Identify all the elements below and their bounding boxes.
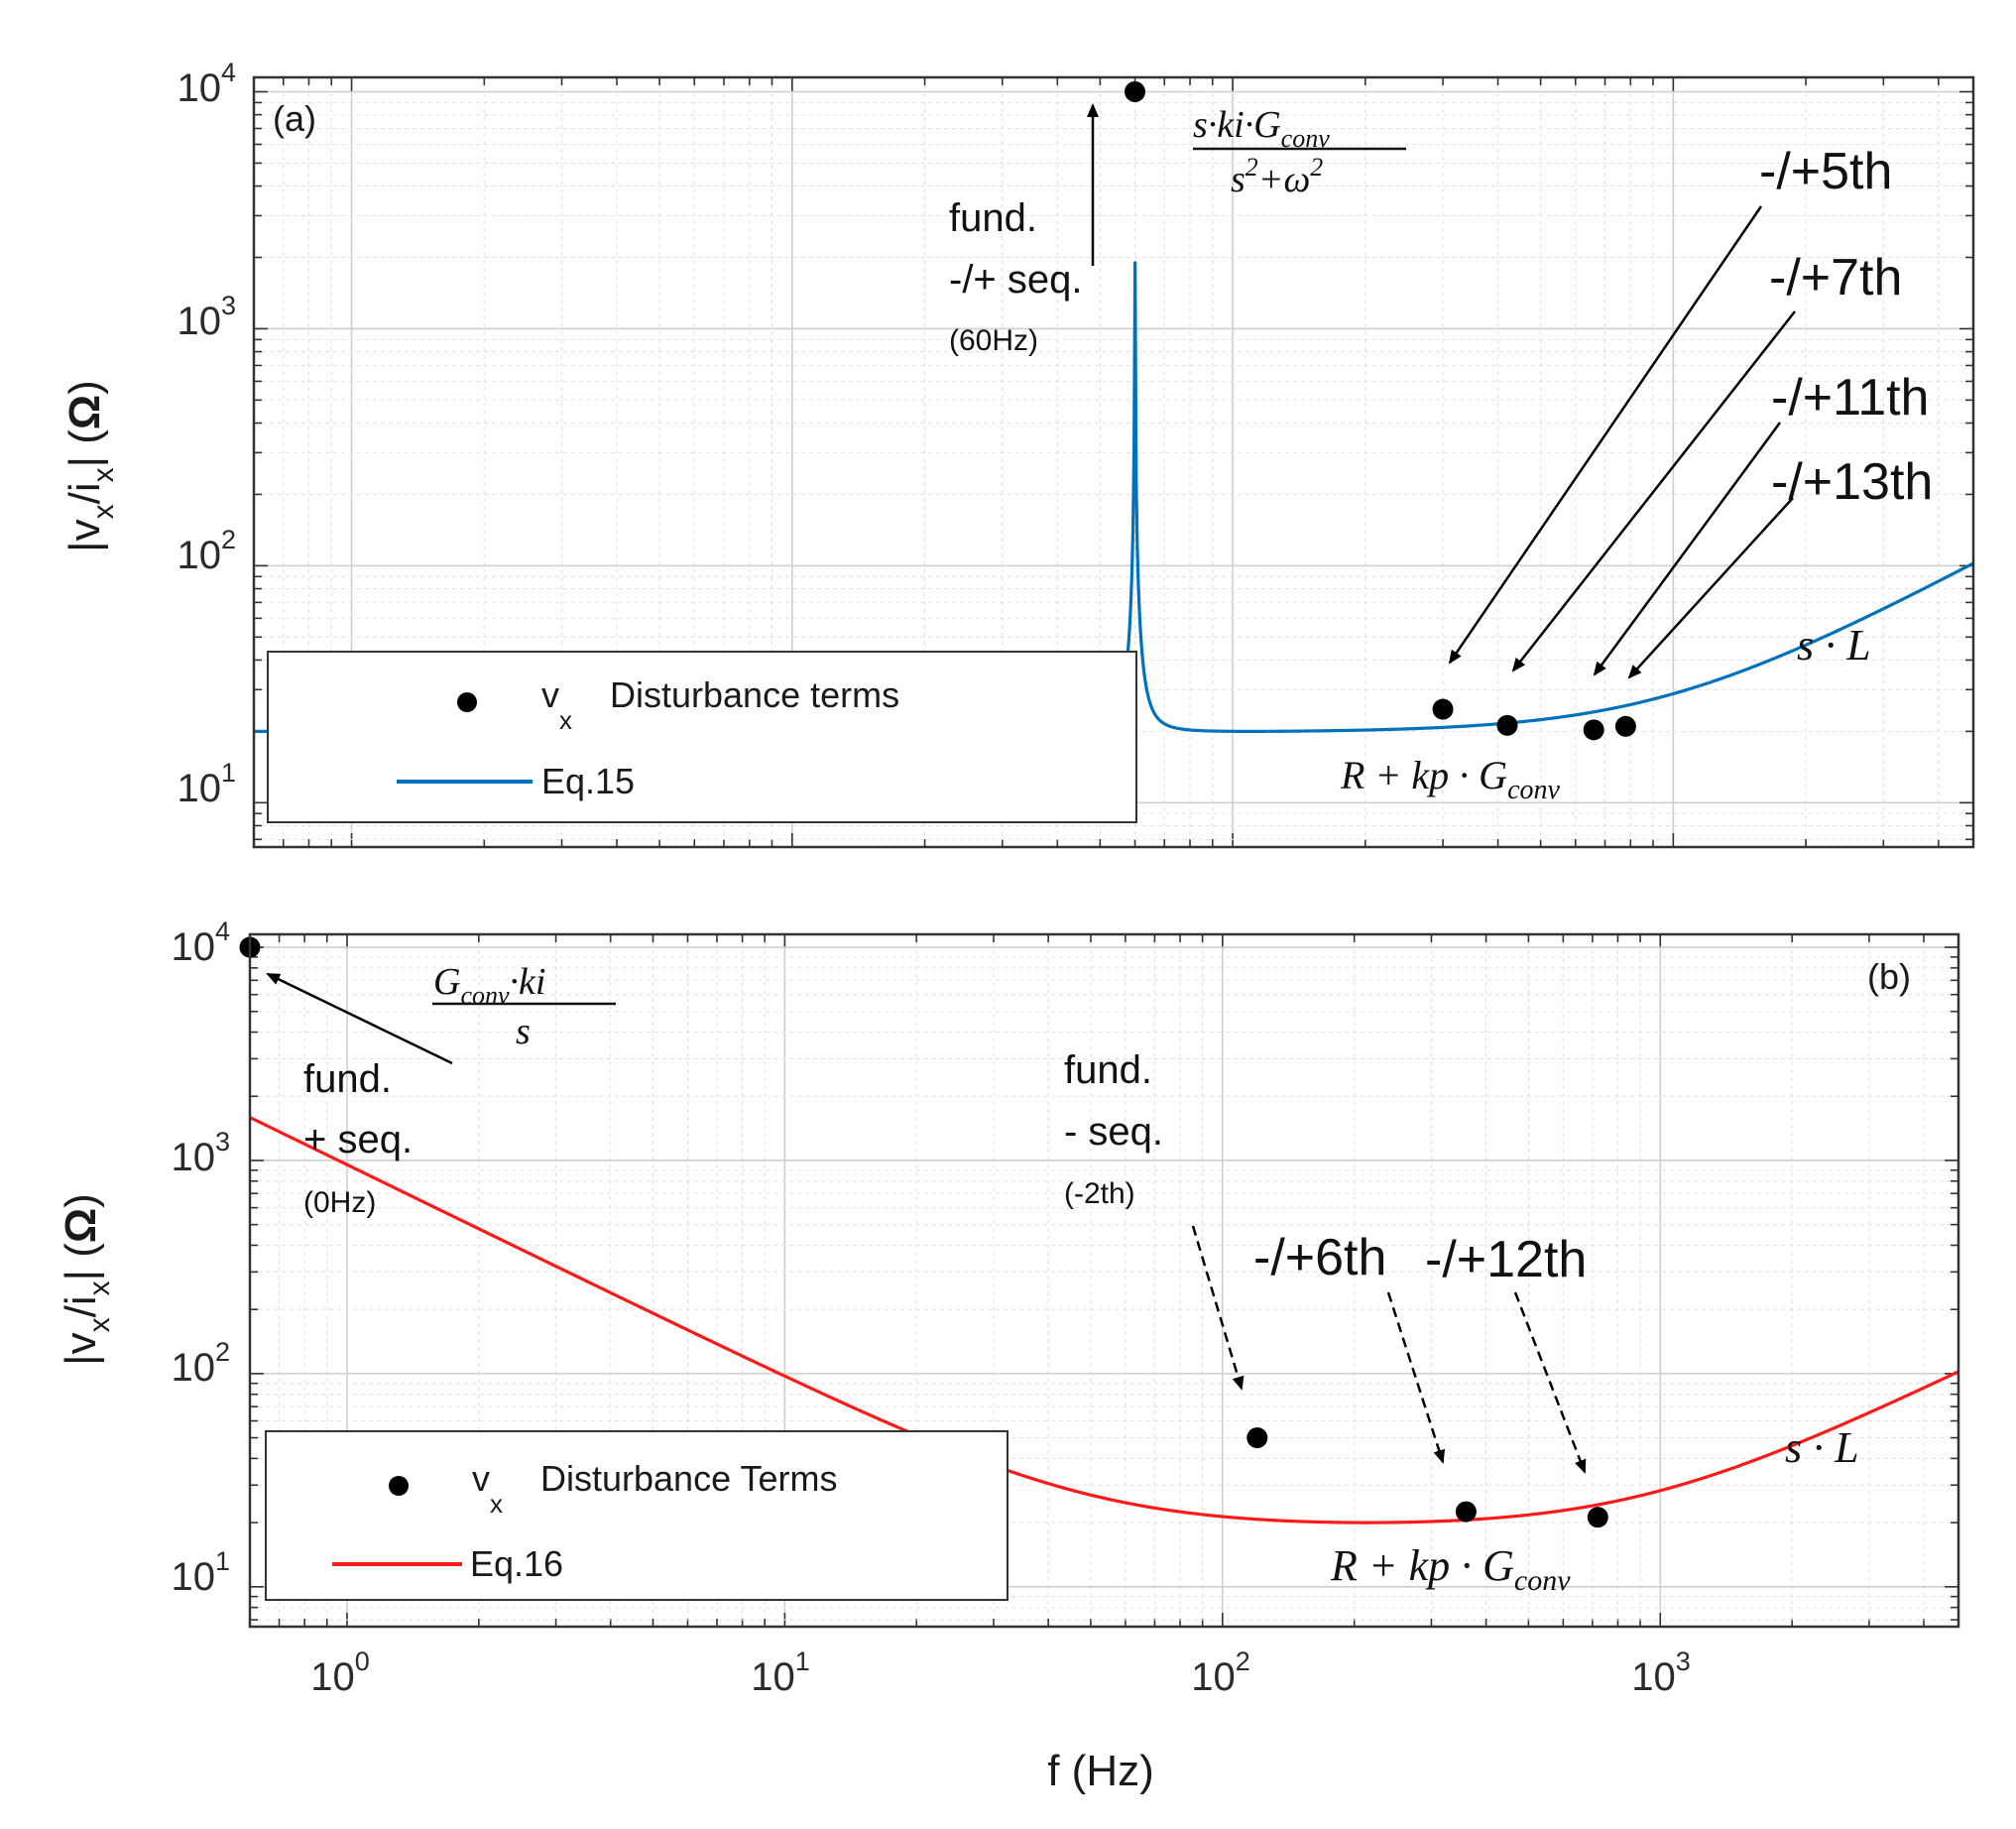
harmonic-6th-label: -/+6th [1253,1229,1386,1286]
harmonic-13th-label: -/+13th [1771,453,1933,511]
legend-marker-b [389,1476,409,1496]
disturbance-point-b-1 [1246,1427,1268,1449]
x-tick-labels-b: 100 101 102 103 [310,1646,1691,1699]
legend-line-label-a: Eq.15 [541,761,635,801]
y-tick-labels-a: 104 103 102 101 [177,58,236,810]
fund-arrow-b [266,972,453,1065]
fund2-label-1: fund. [1064,1048,1152,1092]
fund-label-b-3: (0Hz) [303,1186,376,1219]
harmonic-11th-label: -/+11th [1771,369,1929,427]
disturbance-point-a-2 [1496,714,1518,736]
harmonic-12th-arrow [1513,1291,1587,1474]
grid-b [249,934,1958,1627]
legend-line-label-b: Eq.16 [470,1543,563,1584]
harmonic-5th-arrow [1448,205,1763,665]
panel-label-b: (b) [1867,956,1911,997]
x-tick-b-3: 103 [1631,1646,1691,1699]
panel-label-a: (a) [273,98,316,139]
fund-label-b-2: + seq. [303,1118,413,1161]
y-tick-b-2: 102 [171,1337,230,1390]
disturbance-point-b-3 [1587,1507,1608,1528]
legend-a: vx Disturbance terms Eq.15 [267,651,1137,823]
x-tick-b-1: 101 [751,1646,810,1699]
x-tick-b-0: 100 [310,1646,370,1699]
legend-marker-symbol-b: vx [472,1458,503,1519]
fund2-label-2: - seq. [1064,1110,1163,1154]
grid-a [253,77,1973,847]
disturbance-point-b-2 [1455,1501,1477,1523]
harmonic-13th-arrow [1627,497,1794,679]
y-tick-a-4: 104 [177,58,236,110]
fund-label-a-3: (60Hz) [949,324,1038,357]
panel-b: (b) 104 103 102 101 100 101 102 103 f (H… [57,916,1960,1795]
harmonic-7th-arrow [1511,310,1796,672]
fund-label-a-2: -/+ seq. [949,258,1083,302]
peak-eq-denominator: s2+ω2 [1231,153,1323,200]
legend-box-a [267,651,1137,823]
harmonic-5th-label: -/+5th [1759,143,1892,200]
fund-label-b-1: fund. [303,1057,392,1101]
axes-box-a [252,75,1975,849]
y-tick-a-2: 102 [177,525,236,577]
legend-box-b [265,1430,1008,1601]
annotations-b: Gconv·ki s fund. + seq. (0Hz) fund. - se… [266,961,1859,1597]
x-tick-b-2: 102 [1191,1646,1250,1699]
legend-marker-label-b: Disturbance Terms [540,1458,837,1499]
harmonic-6th-arrow [1386,1291,1446,1464]
sl-label-a: s · L [1797,621,1871,670]
rkp-label-a: R + kp · Gconv [1340,753,1561,805]
sl-label-b: s · L [1785,1423,1859,1472]
annotations-a: fund. -/+ seq. (60Hz) s·ki·Gconv s2+ω2 -… [949,103,1933,805]
y-tick-a-1: 101 [177,758,236,810]
legend-b: vx Disturbance Terms Eq.16 [265,1430,1008,1601]
y-tick-labels-b: 104 103 102 101 [171,916,230,1599]
points-group-a [1125,81,1636,741]
y-tick-b-4: 104 [171,916,230,969]
fund2-arrow [1191,1225,1245,1391]
y-axis-label-a: |vx/ix| (Ω) [60,380,120,552]
x-axis-label: f (Hz) [1047,1747,1154,1795]
legend-marker-label-a: Disturbance terms [610,674,899,715]
legend-marker-a [457,692,477,712]
fund2-label-3: (-2th) [1064,1177,1135,1210]
harmonic-7th-label: -/+7th [1769,249,1902,306]
disturbance-point-a-4 [1614,715,1636,737]
panel-a: (a) 104 103 102 101 |vx/ix| (Ω) vx Distu… [60,58,1975,849]
y-tick-a-3: 103 [177,291,236,343]
y-axis-label-b: |vx/ix| (Ω) [57,1193,116,1366]
disturbance-point-a-0 [1125,81,1146,103]
y-tick-b-3: 103 [171,1127,230,1179]
harmonic-11th-arrow [1593,422,1782,676]
y-tick-b-1: 101 [171,1546,230,1599]
int-eq-denominator: s [516,1011,531,1052]
fund-label-a-1: fund. [949,196,1037,240]
axes-box-b [248,932,1960,1629]
series-line-eq-16 [249,1116,1959,1524]
harmonic-12th-label: -/+12th [1425,1231,1587,1288]
rkp-label-b: R + kp · Gconv [1330,1541,1571,1597]
disturbance-point-a-3 [1583,719,1604,741]
curve-group-b [249,1116,1959,1524]
disturbance-point-a-1 [1432,698,1454,720]
legend-marker-symbol-a: vx [541,674,572,735]
